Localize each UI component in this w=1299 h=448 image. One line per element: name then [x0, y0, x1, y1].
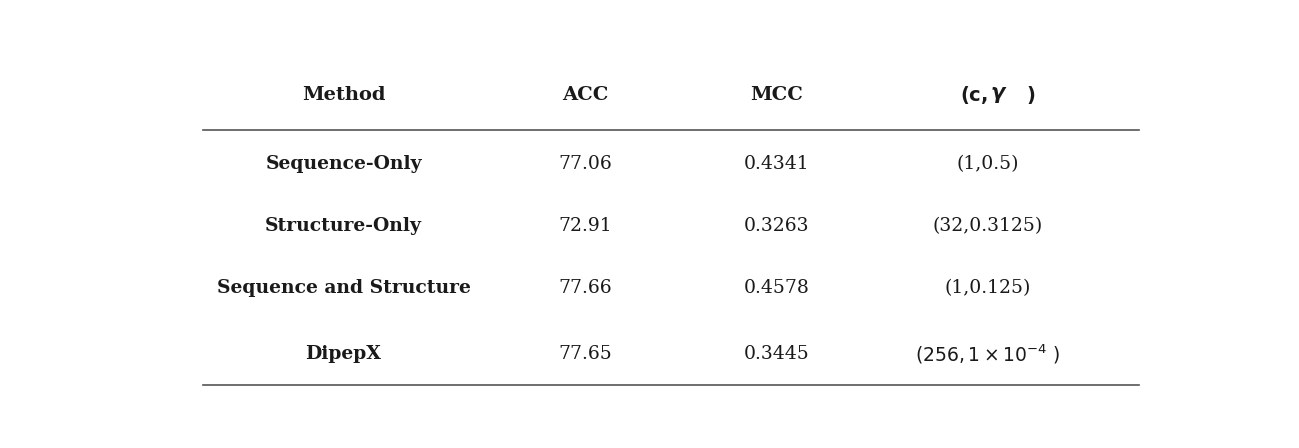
Text: Sequence and Structure: Sequence and Structure [217, 280, 470, 297]
Text: $(256, 1\times10^{-4}\ )$: $(256, 1\times10^{-4}\ )$ [916, 342, 1060, 366]
Text: 77.06: 77.06 [559, 155, 612, 173]
Text: (32,0.3125): (32,0.3125) [933, 217, 1043, 235]
Text: 77.65: 77.65 [559, 345, 612, 363]
Text: Method: Method [301, 86, 386, 104]
Text: (1,0.5): (1,0.5) [956, 155, 1020, 173]
Text: 0.3263: 0.3263 [744, 217, 809, 235]
Text: 77.66: 77.66 [559, 280, 612, 297]
Text: 72.91: 72.91 [559, 217, 612, 235]
Text: $\mathbf{(c,}$: $\mathbf{(c,}$ [960, 84, 989, 106]
Text: Structure-Only: Structure-Only [265, 217, 422, 235]
Text: 0.3445: 0.3445 [743, 345, 809, 363]
Text: ACC: ACC [562, 86, 608, 104]
Text: 0.4578: 0.4578 [743, 280, 809, 297]
Text: (1,0.125): (1,0.125) [944, 280, 1031, 297]
Text: MCC: MCC [750, 86, 803, 104]
Text: $\boldsymbol{\gamma}$: $\boldsymbol{\gamma}$ [990, 85, 1007, 105]
Text: Sequence-Only: Sequence-Only [265, 155, 422, 173]
Text: 0.4341: 0.4341 [743, 155, 809, 173]
Text: $\mathbf{)}$: $\mathbf{)}$ [1026, 84, 1035, 106]
Text: DipepX: DipepX [305, 345, 382, 363]
